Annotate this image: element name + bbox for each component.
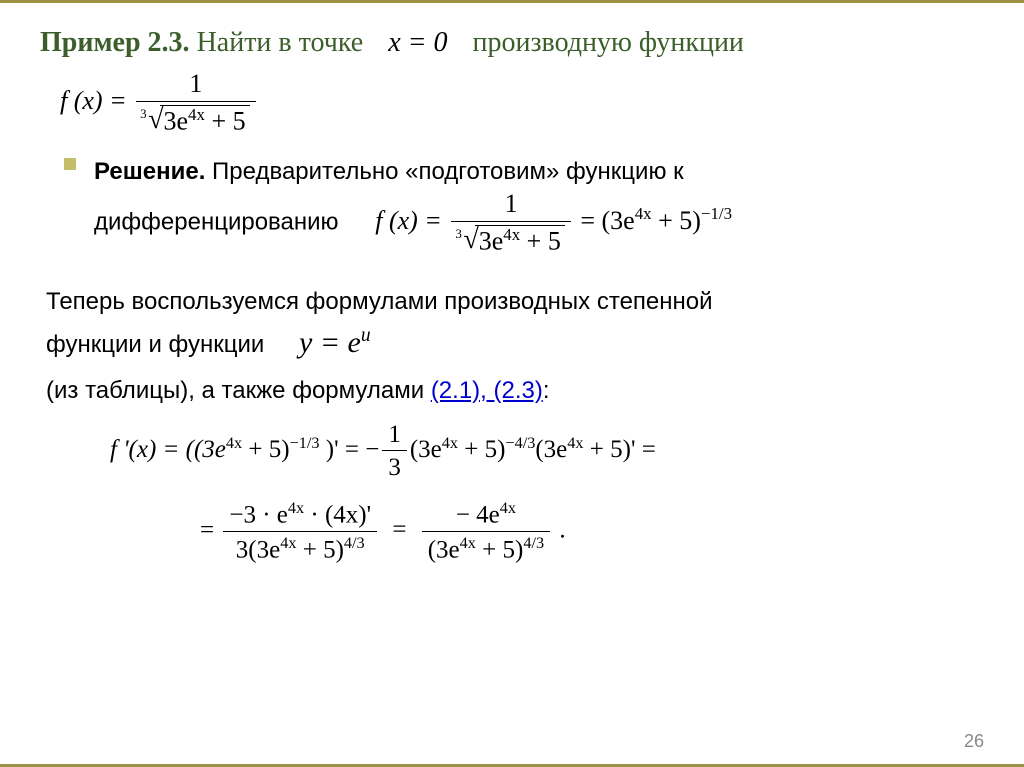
table-ref-line: (из таблицы), а также формулами (2.1), (… <box>46 373 984 409</box>
slide: Пример 2.3. Найти в точке x = 0 производ… <box>0 0 1024 767</box>
main-lhs: f (x) = <box>60 86 127 115</box>
frac-step2: −3 · e4x · (4x)' 3(3e4x + 5)4/3 <box>223 500 377 564</box>
y-eq-eu: y = eu <box>299 326 371 359</box>
root-index: 3 <box>140 107 147 121</box>
mid-line3a: (из таблицы), а также формулами <box>46 377 431 404</box>
solution-line1: Предварительно «подготовим» функцию к <box>205 158 683 185</box>
middle-paragraph: Теперь воспользуемся формулами производн… <box>46 284 984 365</box>
mid-line1: Теперь воспользуемся формулами производн… <box>46 288 713 315</box>
title-point: x = 0 <box>388 27 447 58</box>
solution-text: Решение. Предварительно «подготовим» фун… <box>94 154 984 256</box>
title-part1: Найти в точке <box>190 27 371 58</box>
mid-line3b: : <box>543 377 550 404</box>
solution-bold: Решение. <box>94 158 205 185</box>
prep-den: 3 √3e4x + 5 <box>451 222 570 256</box>
derivative-line2: = −3 · e4x · (4x)' 3(3e4x + 5)4/3 = − 4e… <box>200 500 984 564</box>
main-num: 1 <box>136 70 255 102</box>
derivative-line1: f '(x) = ((3e4x + 5)−1/3 )' = −13(3e4x +… <box>110 421 984 482</box>
title-part2: производную функции <box>473 27 744 58</box>
main-fraction: 1 3 √3e4x + 5 <box>136 70 255 136</box>
solution-line2: дифференцированию <box>94 208 339 235</box>
main-den: 3 √3e4x + 5 <box>136 102 255 136</box>
main-formula: f (x) = 1 3 √3e4x + 5 <box>60 70 984 136</box>
bullet-icon <box>64 158 76 170</box>
radicand: 3e4x + 5 <box>160 105 250 136</box>
prep-formula: f (x) = 1 3 √3e4x + 5 = (3e4x + 5)−1/3 <box>375 190 732 256</box>
example-title: Пример 2.3. Найти в точке x = 0 производ… <box>40 23 984 62</box>
solution-row: Решение. Предварительно «подготовим» фун… <box>40 146 984 264</box>
frac-final: − 4e4x (3e4x + 5)4/3 <box>422 500 550 564</box>
slide-number: 26 <box>964 731 984 752</box>
mid-line2a: функции и функции <box>46 331 264 358</box>
prep-frac: 1 3 √3e4x + 5 <box>451 190 570 256</box>
title-prefix: Пример 2.3. <box>40 27 190 58</box>
formula-link[interactable]: (2.1), (2.3) <box>431 377 543 404</box>
cube-root: 3 √3e4x + 5 <box>142 105 249 136</box>
frac-1-3: 13 <box>382 421 407 482</box>
